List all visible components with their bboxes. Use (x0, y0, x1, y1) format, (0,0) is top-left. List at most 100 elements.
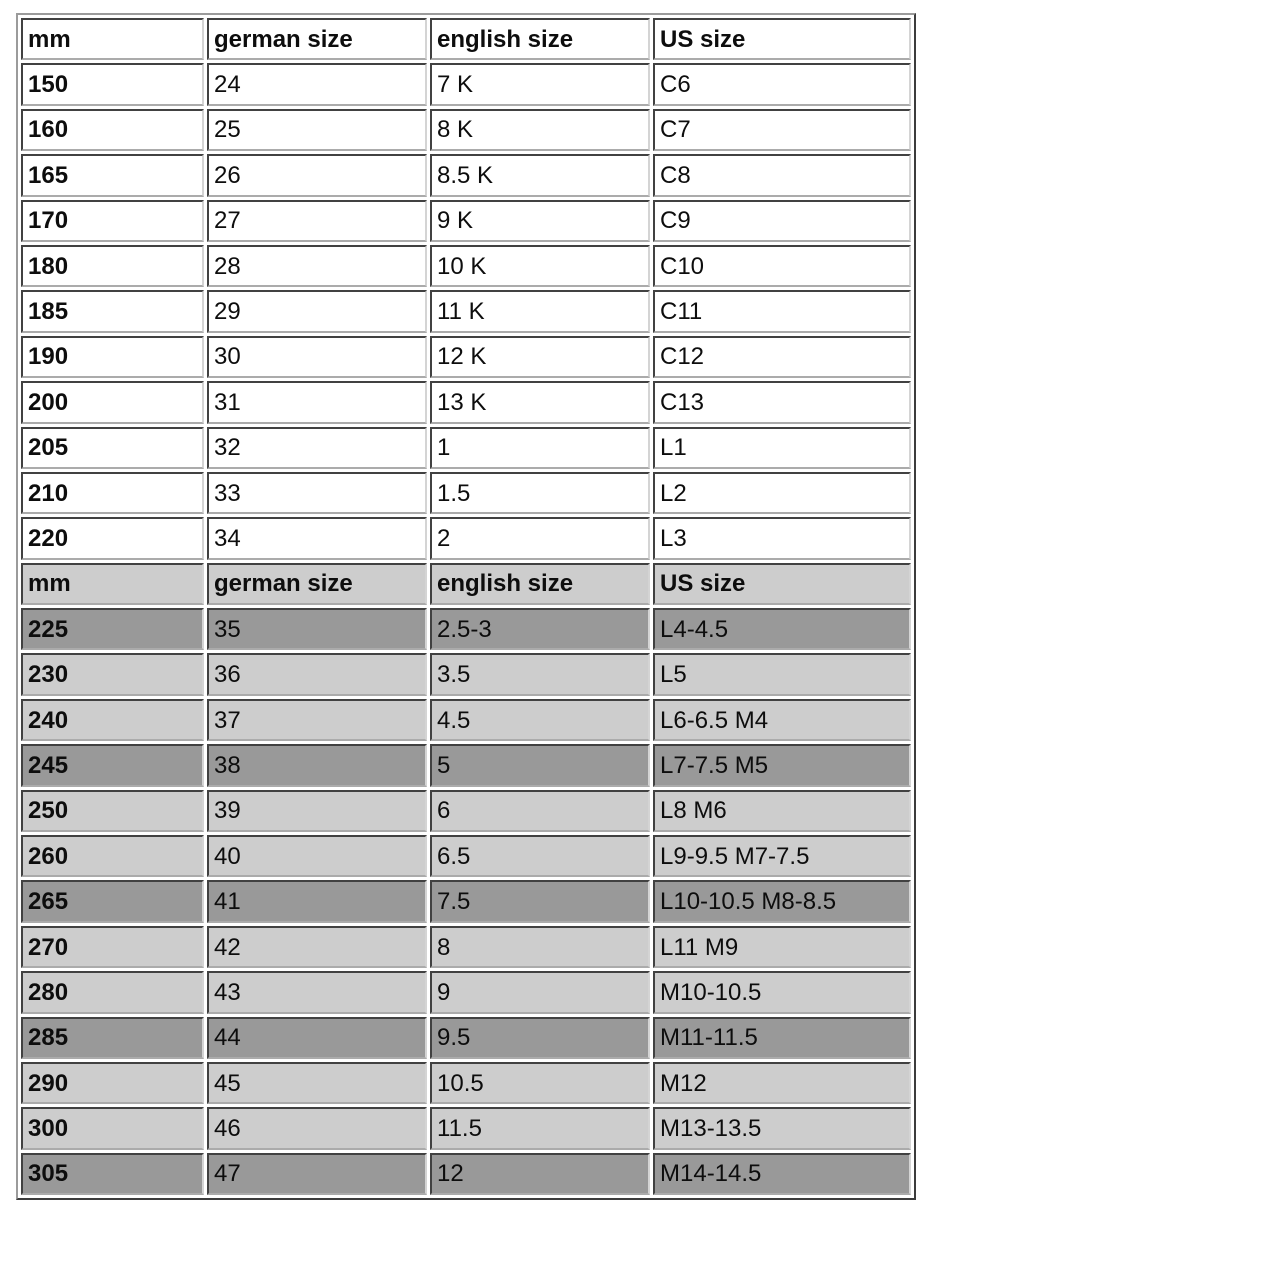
cell-german-size: 46 (207, 1107, 427, 1150)
cell-mm: 260 (21, 835, 204, 878)
cell-german-size: 34 (207, 517, 427, 560)
cell-english-size: 2 (430, 517, 650, 560)
cell-mm: 165 (21, 154, 204, 197)
cell-us-size: M11-11.5 (653, 1016, 911, 1059)
cell-english-size: 5 (430, 744, 650, 787)
cell-german-size: 36 (207, 653, 427, 696)
cell-us-size: L3 (653, 517, 911, 560)
cell-german-size: 44 (207, 1016, 427, 1059)
table-row: 285 44 9.5 M11-11.5 (21, 1016, 911, 1059)
cell-german-size: 27 (207, 199, 427, 242)
cell-english-size: 12 (430, 1152, 650, 1196)
cell-mm: 190 (21, 335, 204, 379)
table-row: 305 47 12 M14-14.5 (21, 1152, 911, 1196)
table-row: 190 30 12 K C12 (21, 335, 911, 379)
cell-us-size: L9-9.5 M7-7.5 (653, 835, 911, 878)
cell-mm: 150 (21, 63, 204, 106)
cell-us-size: C10 (653, 244, 911, 288)
cell-german-size: 29 (207, 290, 427, 333)
column-header-english-size: english size (430, 18, 650, 61)
cell-mm: 185 (21, 290, 204, 333)
cell-german-size: 28 (207, 244, 427, 288)
cell-us-size: C7 (653, 108, 911, 152)
cell-english-size: 8.5 K (430, 154, 650, 197)
table-row: 290 45 10.5 M12 (21, 1061, 911, 1105)
cell-us-size: C6 (653, 63, 911, 106)
table-row: 185 29 11 K C11 (21, 290, 911, 333)
cell-english-size: 7.5 (430, 880, 650, 923)
cell-german-size: 35 (207, 608, 427, 651)
cell-english-size: 1.5 (430, 471, 650, 515)
header-row: mm german size english size US size (21, 562, 911, 606)
cell-english-size: 6.5 (430, 835, 650, 878)
column-header-german-size: german size (207, 562, 427, 606)
cell-german-size: 42 (207, 925, 427, 969)
cell-english-size: 9 K (430, 199, 650, 242)
cell-mm: 220 (21, 517, 204, 560)
shoe-size-conversion-table: mm german size english size US size 150 24 7 K… (16, 13, 916, 1201)
cell-mm: 205 (21, 426, 204, 469)
cell-us-size: L4-4.5 (653, 608, 911, 651)
column-header-us-size: US size (653, 562, 911, 606)
cell-german-size: 47 (207, 1152, 427, 1196)
cell-mm: 225 (21, 608, 204, 651)
cell-english-size: 3.5 (430, 653, 650, 696)
cell-us-size: L2 (653, 471, 911, 515)
table-row: 205 32 1 L1 (21, 426, 911, 469)
table-row: 180 28 10 K C10 (21, 244, 911, 288)
cell-us-size: L7-7.5 M5 (653, 744, 911, 787)
cell-english-size: 9 (430, 971, 650, 1014)
table-row: 150 24 7 K C6 (21, 63, 911, 106)
cell-english-size: 10.5 (430, 1061, 650, 1105)
column-header-english-size: english size (430, 562, 650, 606)
cell-us-size: C11 (653, 290, 911, 333)
cell-english-size: 8 (430, 925, 650, 969)
table-row: 250 39 6 L8 M6 (21, 789, 911, 833)
table-row: 165 26 8.5 K C8 (21, 154, 911, 197)
header-row: mm german size english size US size (21, 18, 911, 61)
cell-german-size: 40 (207, 835, 427, 878)
cell-mm: 270 (21, 925, 204, 969)
table-row: 220 34 2 L3 (21, 517, 911, 560)
table-row: 240 37 4.5 L6-6.5 M4 (21, 698, 911, 742)
cell-english-size: 7 K (430, 63, 650, 106)
cell-english-size: 2.5-3 (430, 608, 650, 651)
cell-mm: 285 (21, 1016, 204, 1059)
cell-german-size: 24 (207, 63, 427, 106)
column-header-mm: mm (21, 18, 204, 61)
table-row: 210 33 1.5 L2 (21, 471, 911, 515)
table-row: 265 41 7.5 L10-10.5 M8-8.5 (21, 880, 911, 923)
cell-us-size: M14-14.5 (653, 1152, 911, 1196)
cell-us-size: C13 (653, 381, 911, 424)
cell-mm: 245 (21, 744, 204, 787)
table-row: 225 35 2.5-3 L4-4.5 (21, 608, 911, 651)
cell-us-size: M10-10.5 (653, 971, 911, 1014)
cell-us-size: L8 M6 (653, 789, 911, 833)
cell-german-size: 33 (207, 471, 427, 515)
cell-german-size: 43 (207, 971, 427, 1014)
cell-mm: 305 (21, 1152, 204, 1196)
table-row: 280 43 9 M10-10.5 (21, 971, 911, 1014)
cell-mm: 170 (21, 199, 204, 242)
cell-german-size: 32 (207, 426, 427, 469)
cell-us-size: C8 (653, 154, 911, 197)
cell-us-size: L5 (653, 653, 911, 696)
table-row: 230 36 3.5 L5 (21, 653, 911, 696)
cell-us-size: C9 (653, 199, 911, 242)
table-row: 260 40 6.5 L9-9.5 M7-7.5 (21, 835, 911, 878)
cell-german-size: 30 (207, 335, 427, 379)
column-header-mm: mm (21, 562, 204, 606)
table-row: 170 27 9 K C9 (21, 199, 911, 242)
cell-mm: 290 (21, 1061, 204, 1105)
column-header-german-size: german size (207, 18, 427, 61)
cell-english-size: 9.5 (430, 1016, 650, 1059)
cell-german-size: 31 (207, 381, 427, 424)
cell-mm: 230 (21, 653, 204, 696)
cell-us-size: L1 (653, 426, 911, 469)
cell-german-size: 38 (207, 744, 427, 787)
cell-us-size: L10-10.5 M8-8.5 (653, 880, 911, 923)
cell-german-size: 37 (207, 698, 427, 742)
cell-english-size: 11.5 (430, 1107, 650, 1150)
cell-mm: 160 (21, 108, 204, 152)
cell-us-size: M13-13.5 (653, 1107, 911, 1150)
